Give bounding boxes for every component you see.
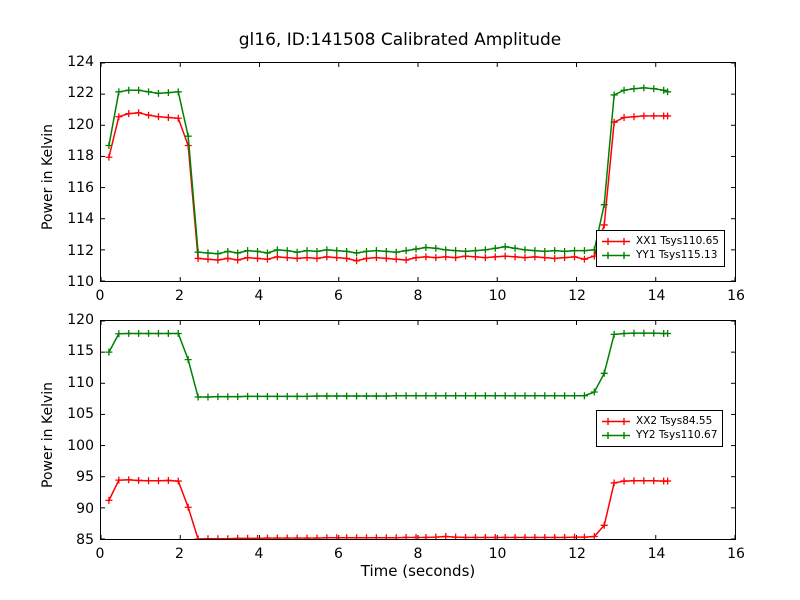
x-tick-label: 8 (413, 288, 423, 304)
y-tick-label: 114 (67, 211, 94, 228)
y-tick-label: 85 (76, 532, 94, 548)
top-legend: XX1 Tsys110.65 YY1 Tsys115.13 (596, 230, 725, 267)
x-tick-label: 10 (488, 288, 507, 304)
y-tick-label: 110 (67, 374, 94, 391)
legend-entry: YY1 Tsys115.13 (601, 248, 719, 262)
legend-label: XX1 Tsys110.65 (636, 235, 719, 247)
y-tick-label: 116 (67, 179, 94, 196)
legend-key-icon (602, 432, 630, 440)
bottom-legend: XX2 Tsys84.55 YY2 Tsys110.67 (596, 410, 724, 447)
y-tick-label: 90 (76, 500, 94, 517)
x-tick-label: 2 (175, 546, 184, 562)
bottom-plot-lines (101, 321, 735, 539)
y-tick-label: 120 (67, 312, 94, 328)
data-series-0 (105, 476, 672, 539)
x-tick-label: 4 (254, 546, 264, 562)
y-tick-label: 110 (67, 274, 94, 290)
x-tick-label: 0 (95, 288, 105, 304)
x-tick-label: 10 (488, 546, 507, 562)
legend-key-icon (602, 237, 630, 245)
x-tick-label: 2 (175, 288, 184, 304)
x-tick-label: 14 (647, 288, 666, 304)
x-tick-label: 4 (254, 288, 264, 304)
legend-entry: XX2 Tsys84.55 (601, 414, 717, 428)
x-tick-label: 0 (95, 546, 105, 562)
y-tick-label: 115 (67, 343, 94, 360)
legend-entry: XX1 Tsys110.65 (601, 234, 719, 248)
x-tick-label: 14 (647, 546, 666, 562)
x-tick-label: 12 (568, 288, 586, 304)
y-tick-label: 124 (67, 54, 94, 70)
data-series-1 (105, 329, 672, 401)
y-tick-label: 100 (67, 437, 94, 454)
y-tick-label: 120 (67, 116, 94, 133)
x-tick-label: 6 (334, 288, 343, 304)
x-tick-label: 8 (413, 546, 423, 562)
legend-label: XX2 Tsys84.55 (636, 415, 713, 427)
x-tick-label: 6 (334, 546, 343, 562)
legend-label: YY2 Tsys110.67 (636, 429, 718, 442)
x-axis-label: Time (seconds) (360, 562, 476, 580)
data-series-0 (105, 109, 672, 265)
legend-key-icon (602, 417, 630, 425)
x-tick-label: 16 (727, 546, 745, 562)
legend-label: YY1 Tsys115.13 (636, 249, 718, 262)
top-plot-lines (101, 63, 735, 281)
y-tick-label: 122 (67, 85, 94, 102)
top-plot-axes (100, 62, 736, 282)
y-tick-label: 95 (76, 469, 94, 486)
x-tick-label: 16 (727, 288, 745, 304)
data-series-1 (105, 84, 672, 258)
y-tick-label: 118 (67, 148, 94, 165)
y-tick-label: 112 (67, 242, 94, 259)
legend-entry: YY2 Tsys110.67 (601, 428, 717, 442)
figure-title: gl16, ID:141508 Calibrated Amplitude (238, 30, 562, 50)
legend-key-icon (602, 252, 630, 260)
y-tick-label: 105 (67, 406, 94, 423)
x-tick-label: 12 (568, 546, 586, 562)
